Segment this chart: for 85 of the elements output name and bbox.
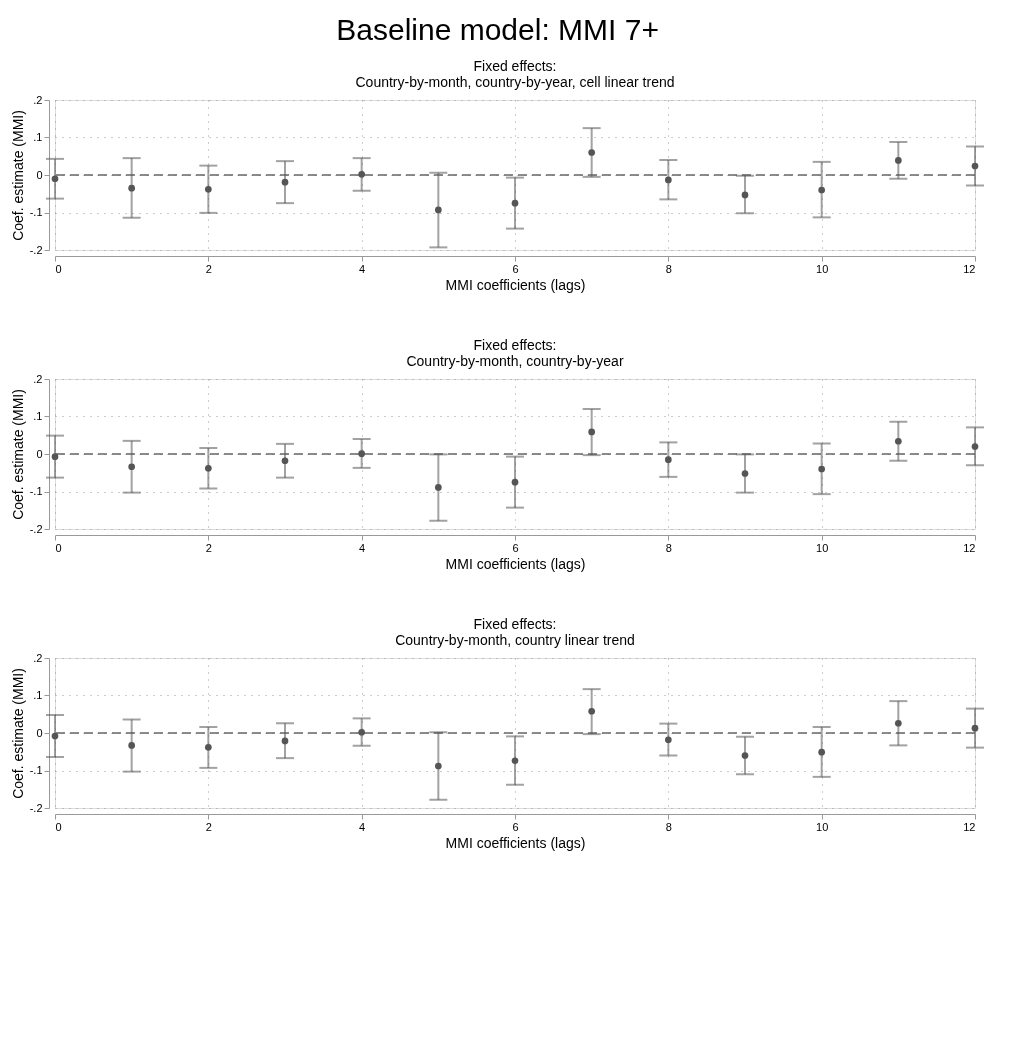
y-tick-label: -.1	[29, 206, 43, 218]
point	[51, 453, 59, 460]
x-tick-label: 10	[816, 820, 829, 833]
point	[588, 428, 596, 436]
point	[281, 178, 289, 186]
point	[204, 743, 212, 751]
chart-title: Fixed effects: Country-by-month, country-by-year, cell linear trend	[355, 58, 675, 90]
point	[204, 185, 212, 193]
point	[741, 191, 749, 199]
point	[128, 463, 136, 471]
y-tick-label: .2	[33, 651, 43, 664]
y-tick-label: -.2	[29, 801, 43, 814]
y-axis-title: Coef. estimate (MMI)	[9, 389, 26, 520]
x-axis-title: MMI coefficients (lags)	[445, 555, 586, 572]
point	[664, 736, 672, 744]
y-tick-label: -.1	[29, 764, 43, 776]
y-tick-label: .1	[33, 131, 43, 143]
x-tick-label: 4	[359, 820, 366, 833]
text: Baseline model: MMI 7+	[336, 12, 659, 46]
x-tick-label: 0	[55, 541, 62, 554]
x-tick-label: 6	[512, 820, 519, 833]
point	[971, 443, 979, 450]
y-tick-label: .2	[33, 372, 43, 385]
x-axis-title: MMI coefficients (lags)	[445, 276, 586, 293]
point	[128, 742, 136, 749]
point	[358, 170, 366, 178]
point	[511, 478, 519, 486]
x-tick-label: 4	[359, 262, 366, 275]
point	[358, 450, 366, 457]
point	[51, 175, 59, 183]
y-tick-label: -.1	[29, 485, 43, 497]
y-tick-label: 0	[36, 447, 43, 460]
point	[818, 186, 826, 194]
x-tick-label: 10	[816, 262, 829, 275]
x-axis-title: MMI coefficients (lags)	[445, 834, 586, 851]
y-axis-title: Coef. estimate (MMI)	[9, 110, 26, 241]
y-tick-label: .1	[33, 410, 43, 422]
point	[434, 762, 442, 770]
y-tick-label: 0	[36, 726, 43, 739]
y-tick-label: .1	[33, 689, 43, 701]
point	[51, 732, 59, 740]
point	[588, 149, 596, 156]
x-tick-label: 2	[205, 262, 212, 275]
point	[434, 206, 442, 214]
point	[511, 757, 519, 765]
chart-title: Fixed effects: Country-by-month, country linear trend	[395, 616, 635, 648]
point	[971, 162, 979, 170]
x-tick-label: 2	[205, 541, 212, 554]
x-tick-label: 0	[55, 262, 62, 275]
x-tick-label: 8	[665, 541, 672, 554]
point	[818, 748, 826, 756]
x-tick-label: 8	[665, 820, 672, 833]
x-tick-label: 6	[512, 262, 519, 275]
x-tick-label: 10	[816, 541, 829, 554]
point	[818, 465, 826, 473]
point	[204, 464, 212, 472]
point	[281, 457, 289, 465]
x-tick-label: 4	[359, 541, 366, 554]
point	[358, 728, 366, 736]
y-tick-label: .2	[33, 93, 43, 106]
y-tick-label: -.2	[29, 243, 43, 256]
point	[588, 707, 596, 715]
x-tick-label: 12	[963, 820, 976, 833]
x-tick-label: 0	[55, 820, 62, 833]
y-tick-label: 0	[36, 168, 43, 181]
point	[971, 724, 979, 732]
x-tick-label: 6	[512, 541, 519, 554]
point	[894, 157, 902, 164]
x-tick-label: 8	[665, 262, 672, 275]
x-tick-label: 12	[963, 262, 976, 275]
point	[894, 719, 902, 727]
point	[281, 737, 289, 745]
point	[434, 484, 442, 491]
point	[741, 470, 749, 477]
y-axis-title: Coef. estimate (MMI)	[9, 668, 26, 799]
point	[511, 199, 519, 207]
x-tick-label: 12	[963, 541, 976, 554]
point	[664, 176, 672, 184]
y-tick-label: -.2	[29, 522, 43, 535]
point	[128, 184, 136, 192]
x-tick-label: 2	[205, 820, 212, 833]
point	[741, 752, 749, 759]
point	[664, 456, 672, 463]
point	[894, 437, 902, 445]
chart-title: Fixed effects: Country-by-month, country-by-year	[406, 337, 624, 369]
